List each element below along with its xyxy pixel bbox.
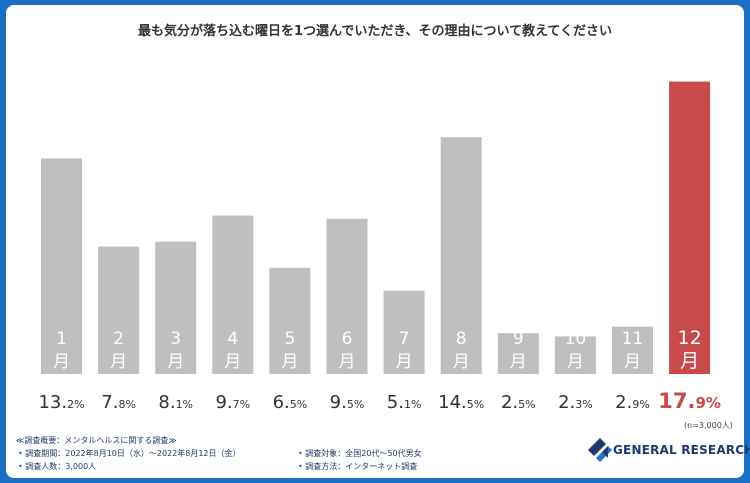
month-number-label: 1	[56, 329, 67, 349]
value-label: 17.9%	[658, 389, 721, 413]
survey-method: • 調査方法：インターネット調査	[298, 462, 418, 471]
month-suffix-label: 月	[453, 352, 470, 372]
bar-11	[612, 326, 653, 374]
bar-6	[326, 218, 368, 374]
chart-card	[6, 5, 744, 478]
month-suffix-label: 月	[339, 352, 356, 372]
bar-12	[669, 81, 711, 374]
month-number-label: 6	[342, 329, 353, 349]
bar-2	[98, 246, 140, 374]
value-label: 2.9%	[615, 392, 650, 413]
value-label: 5.1%	[387, 392, 422, 413]
month-number-label: 10	[565, 329, 587, 349]
month-suffix-label: 月	[510, 352, 527, 372]
bar-chart: 1 月 13.2% 2 月 7.8% 3 月 8.1% 4 月 9.7% 5 月 6.5% 6 月 9.5% 7 月 5…	[38, 81, 721, 413]
chart-title: 最も気分が落ち込む曜日を1つ選んでいただき、その理由について教えてください	[137, 24, 613, 39]
month-suffix-label: 月	[53, 352, 70, 372]
bar-10	[554, 336, 596, 374]
value-label: 6.5%	[273, 392, 308, 413]
month-suffix-label: 月	[167, 352, 184, 372]
value-label: 9.7%	[215, 392, 250, 413]
value-label: 7.8%	[101, 392, 136, 413]
month-number-label: 12	[678, 327, 702, 349]
value-label: 2.5%	[501, 392, 536, 413]
survey-period: • 調査期間：2022年8月10日（水）～2022年8月12日（金）	[18, 449, 241, 458]
value-label: 13.2%	[38, 392, 84, 413]
month-number-label: 11	[622, 329, 644, 349]
value-label: 2.3%	[558, 392, 593, 413]
bar-3	[155, 241, 197, 374]
value-label: 14.5%	[438, 392, 484, 413]
month-suffix-label: 月	[567, 352, 584, 372]
month-suffix-label: 月	[396, 352, 413, 372]
month-number-label: 8	[456, 329, 467, 349]
sample-size-note: (n=3,000人)	[684, 421, 733, 430]
month-number-label: 3	[170, 329, 181, 349]
bar-1	[41, 158, 82, 374]
value-label: 9.5%	[330, 392, 365, 413]
bar-7	[383, 290, 425, 374]
month-suffix-label: 月	[224, 352, 241, 372]
month-suffix-label: 月	[680, 350, 699, 372]
month-suffix-label: 月	[624, 352, 641, 372]
bar-5	[269, 267, 311, 374]
survey-count: • 調査人数：3,000人	[18, 462, 97, 471]
month-suffix-label: 月	[110, 352, 127, 372]
logo-text: GENERAL RESEARCH	[613, 443, 750, 457]
month-suffix-label: 月	[281, 352, 298, 372]
survey-target: • 調査対象：全国20代～50代男女	[298, 449, 422, 458]
month-number-label: 9	[513, 329, 524, 349]
month-number-label: 7	[399, 329, 410, 349]
value-label: 8.1%	[158, 392, 193, 413]
month-number-label: 5	[284, 329, 295, 349]
bar-8	[440, 137, 482, 374]
month-number-label: 4	[227, 329, 238, 349]
general-research-logo-icon	[588, 438, 612, 462]
bar-9	[497, 333, 539, 374]
survey-heading: ≪調査概要：メンタルヘルスに関する調査≫	[16, 436, 177, 445]
month-number-label: 2	[113, 329, 124, 349]
bar-4	[212, 215, 254, 374]
